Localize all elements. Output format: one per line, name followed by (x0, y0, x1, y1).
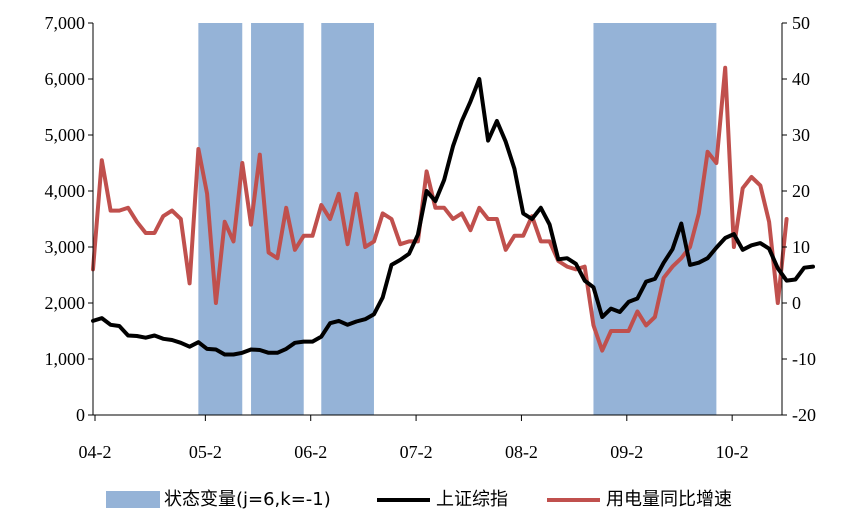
series-line (91, 65, 789, 353)
left-y-axis-ticks: 0 1,000 2,000 3,000 4,000 5,000 6,000 7,000 (45, 13, 93, 425)
left-tick-label: 1,000 (45, 349, 86, 369)
x-tick-label: 04-2 (79, 442, 112, 462)
left-tick-label: 7,000 (45, 13, 86, 33)
left-tick-label: 0 (76, 405, 85, 425)
left-tick-label: 5,000 (45, 125, 86, 145)
x-tick-label: 08-2 (505, 442, 538, 462)
legend: 状态变量(j=6,k=-1) 上证综指 用电量同比增速 (106, 489, 732, 510)
right-tick-label: 50 (792, 13, 810, 33)
regime-band (251, 23, 304, 415)
right-tick-label: -10 (792, 349, 816, 369)
right-tick-label: 0 (792, 293, 801, 313)
x-tick-label: 10-2 (716, 442, 749, 462)
left-tick-label: 2,000 (45, 293, 86, 313)
right-tick-label: 10 (792, 237, 810, 257)
x-tick-label: 09-2 (610, 442, 643, 462)
right-y-axis-ticks: -20 -10 0 10 20 30 40 50 (782, 13, 816, 425)
legend-swatch-regime (106, 491, 160, 508)
legend-label-power: 用电量同比增速 (606, 489, 732, 510)
x-axis-ticks: 04-2 05-2 06-2 07-2 08-2 09-2 10-2 (79, 415, 749, 462)
legend-label-index: 上证综指 (436, 489, 508, 510)
left-tick-label: 3,000 (45, 237, 86, 257)
left-tick-label: 4,000 (45, 181, 86, 201)
axes (92, 23, 783, 416)
shanghai-index-series (91, 77, 815, 357)
power-growth-series (91, 65, 789, 353)
right-tick-label: -20 (792, 405, 816, 425)
left-tick-label: 6,000 (45, 69, 86, 89)
x-tick-label: 07-2 (400, 442, 433, 462)
right-tick-label: 30 (792, 125, 810, 145)
series-line (91, 77, 815, 357)
right-tick-label: 40 (792, 69, 810, 89)
x-tick-label: 06-2 (294, 442, 327, 462)
right-tick-label: 20 (792, 181, 810, 201)
regime-bands (198, 23, 717, 415)
x-tick-label: 05-2 (189, 442, 222, 462)
legend-label-regime: 状态变量(j=6,k=-1) (164, 489, 331, 510)
